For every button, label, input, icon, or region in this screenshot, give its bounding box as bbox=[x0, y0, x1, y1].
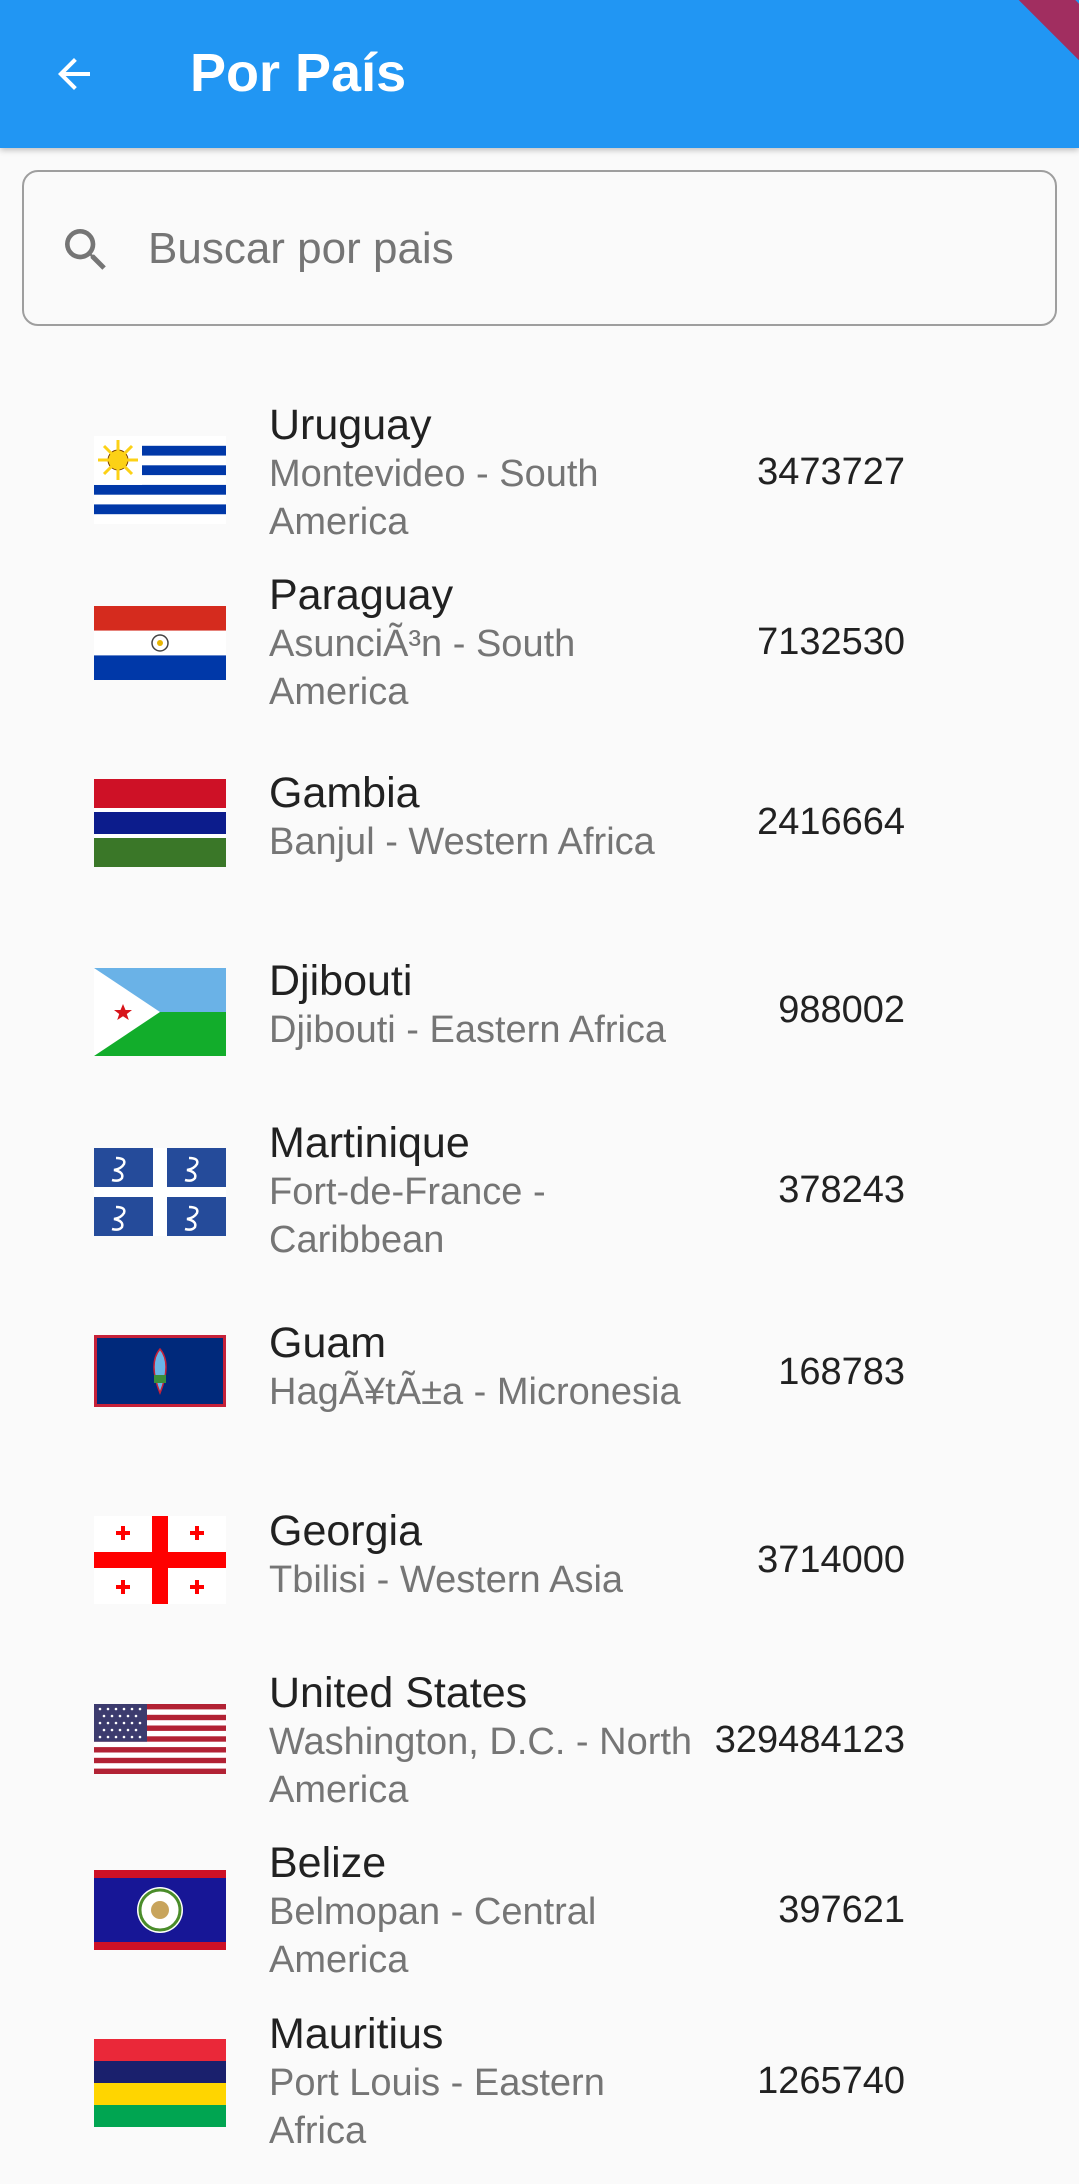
list-item[interactable]: Martinique Fort-de-France - Caribbean 37… bbox=[0, 1116, 1079, 1266]
debug-banner bbox=[1002, 0, 1079, 69]
country-name: Paraguay bbox=[269, 571, 454, 619]
list-item[interactable]: Paraguay AsunciÃ³n - South America 71325… bbox=[0, 568, 1079, 718]
country-name: Martinique bbox=[269, 1119, 470, 1167]
country-subtitle: Djibouti - Eastern Africa bbox=[269, 1009, 667, 1051]
gambia-flag-icon bbox=[94, 779, 226, 867]
country-name: Uruguay bbox=[269, 401, 432, 449]
list-item[interactable]: Djibouti Djibouti - Eastern Africa 98800… bbox=[0, 956, 1079, 1086]
country-population: 378243 bbox=[778, 1169, 905, 1211]
country-subtitle: Tbilisi - Western Asia bbox=[269, 1559, 624, 1601]
search-input[interactable] bbox=[148, 208, 1008, 290]
search-icon bbox=[65, 229, 106, 270]
list-item[interactable]: Belize Belmopan - Central America 397621 bbox=[0, 1836, 1079, 1986]
arrow-left-icon bbox=[58, 58, 90, 90]
list-item[interactable]: Uruguay Montevideo - South America 34737… bbox=[0, 398, 1079, 548]
country-subtitle: HagÃ¥tÃ±a - Micronesia bbox=[269, 1371, 681, 1413]
country-subtitle: AsunciÃ³n - South America bbox=[269, 623, 576, 713]
country-name: United States bbox=[269, 1669, 528, 1717]
country-population: 397621 bbox=[778, 1889, 905, 1931]
martinique-flag-icon bbox=[94, 1148, 226, 1236]
country-subtitle: Banjul - Western Africa bbox=[269, 821, 655, 863]
country-subtitle: Fort-de-France - Caribbean bbox=[269, 1171, 546, 1261]
list-item[interactable]: Georgia Tbilisi - Western Asia 3714000 bbox=[0, 1506, 1079, 1636]
country-population: 7132530 bbox=[757, 621, 905, 663]
app-bar: Por País bbox=[0, 0, 1079, 148]
guam-flag-icon bbox=[94, 1335, 226, 1407]
country-population: 3473727 bbox=[757, 451, 905, 493]
search-box[interactable] bbox=[22, 170, 1057, 326]
country-subtitle: Port Louis - Eastern Africa bbox=[269, 2062, 605, 2152]
country-population: 1265740 bbox=[757, 2060, 905, 2102]
country-population: 3714000 bbox=[757, 1539, 905, 1581]
uruguay-flag-icon bbox=[94, 436, 226, 524]
list-item[interactable]: United States Washington, D.C. - North A… bbox=[0, 1666, 1079, 1816]
georgia-flag-icon bbox=[94, 1516, 226, 1604]
country-population: 988002 bbox=[778, 989, 905, 1031]
country-population: 2416664 bbox=[757, 801, 905, 843]
country-population: 329484123 bbox=[714, 1719, 905, 1761]
mauritius-flag-icon bbox=[94, 2039, 226, 2127]
country-name: Georgia bbox=[269, 1507, 422, 1555]
country-name: Mauritius bbox=[269, 2010, 444, 2058]
back-button[interactable] bbox=[40, 40, 108, 108]
list-item[interactable]: Mauritius Port Louis - Eastern Africa 12… bbox=[0, 2007, 1079, 2157]
paraguay-flag-icon bbox=[94, 606, 226, 680]
country-subtitle: Washington, D.C. - North America bbox=[269, 1721, 693, 1811]
list-item[interactable]: Gambia Banjul - Western Africa 2416664 bbox=[0, 768, 1079, 898]
list-item[interactable]: Guam HagÃ¥tÃ±a - Micronesia 168783 bbox=[0, 1318, 1079, 1448]
country-subtitle: Montevideo - South America bbox=[269, 453, 599, 543]
belize-flag-icon bbox=[94, 1870, 226, 1950]
country-population: 168783 bbox=[778, 1351, 905, 1393]
page-title: Por País bbox=[190, 43, 407, 103]
country-name: Belize bbox=[269, 1839, 387, 1887]
country-name: Djibouti bbox=[269, 957, 413, 1005]
country-subtitle: Belmopan - Central America bbox=[269, 1891, 597, 1981]
djibouti-flag-icon bbox=[94, 968, 226, 1056]
country-name: Guam bbox=[269, 1319, 387, 1367]
united-states-flag-icon bbox=[94, 1704, 226, 1774]
country-name: Gambia bbox=[269, 769, 420, 817]
